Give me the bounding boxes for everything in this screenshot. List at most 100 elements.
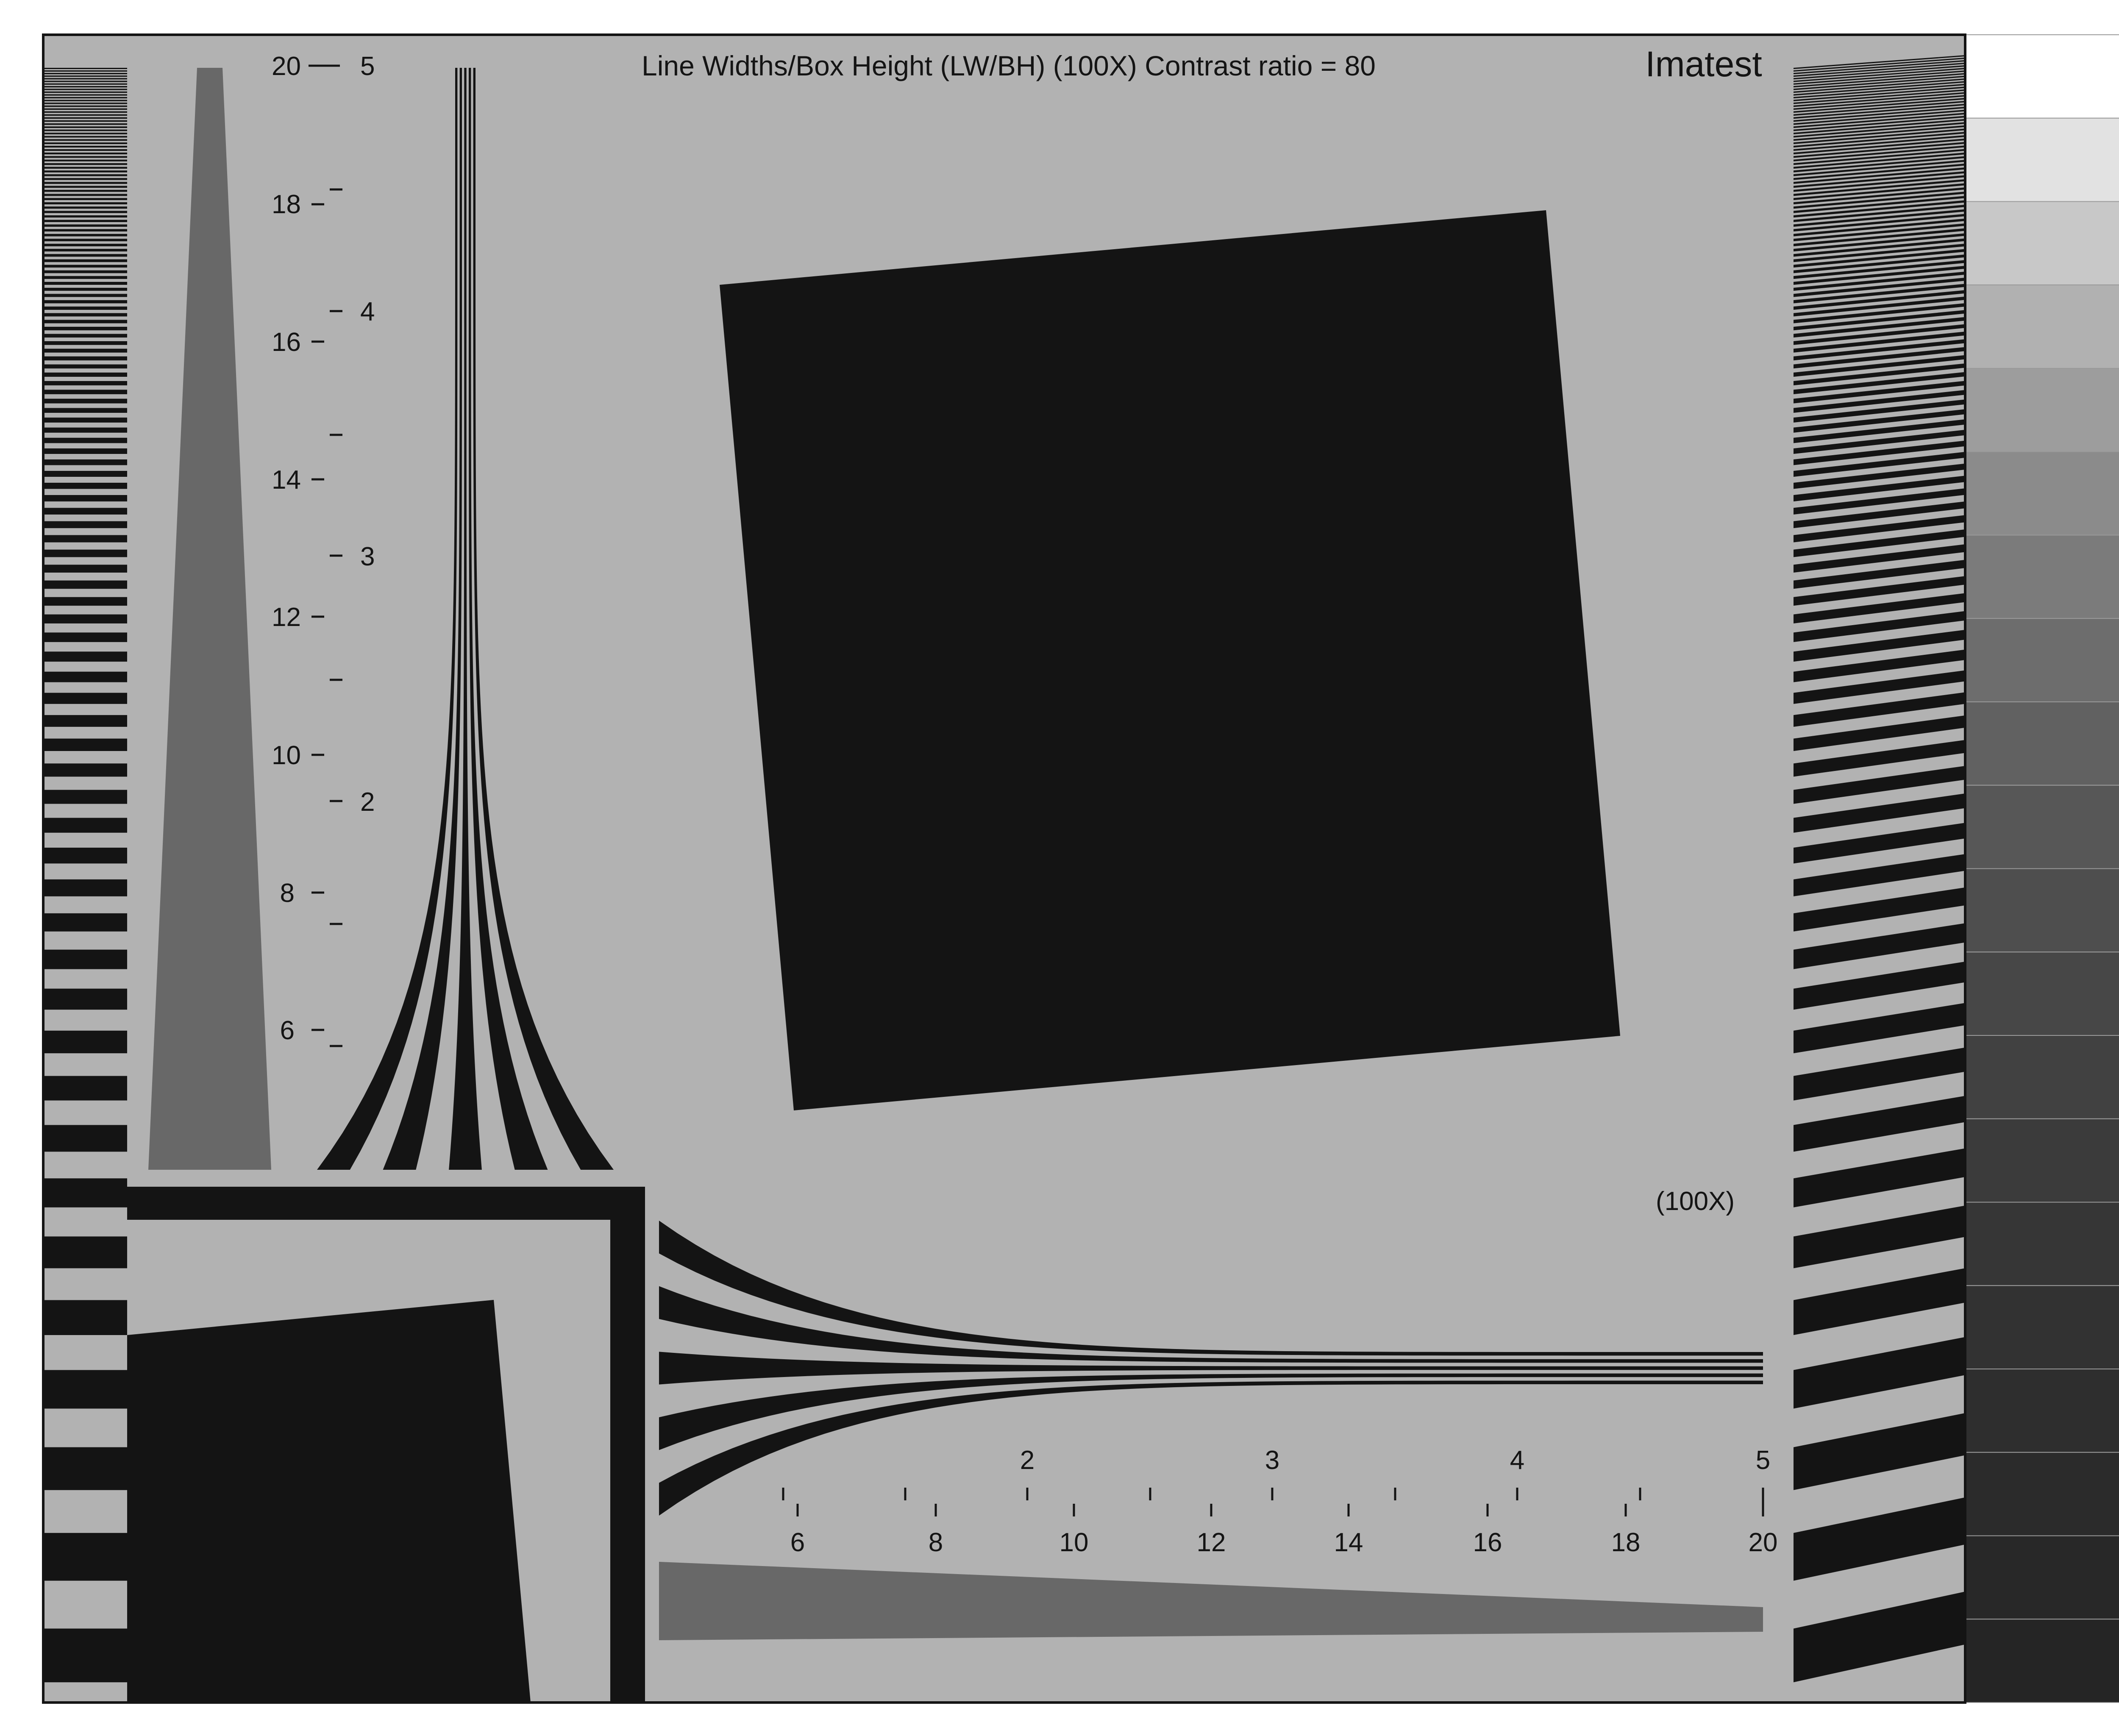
wedge-bar <box>1794 740 1965 777</box>
hscale-top-label: 5 <box>1756 1446 1770 1475</box>
wedge-bar <box>43 194 127 196</box>
wedge-bar <box>43 1300 127 1335</box>
vscale-outer-label: 10 <box>272 741 301 770</box>
wedge-bar <box>1794 70 1965 85</box>
wedge-bar <box>43 215 127 218</box>
wedge-bar <box>43 259 127 262</box>
wedge-bar <box>43 313 127 317</box>
wedge-bar <box>1794 347 1965 369</box>
wedge-bar <box>1794 488 1965 515</box>
wedge-bar <box>1794 145 1965 161</box>
wedge-bar <box>43 348 127 353</box>
wedge-bar <box>1794 243 1965 262</box>
gray-step-strip <box>1965 34 2119 1703</box>
wedge-bar <box>43 535 127 542</box>
wedge-bar <box>43 149 127 151</box>
hscale-top-label: 2 <box>1020 1446 1034 1475</box>
wedge-bar <box>1794 363 1965 386</box>
wedge-bar <box>1794 692 1965 727</box>
wedge-bar <box>43 81 127 82</box>
wedge-bar <box>43 91 127 93</box>
wedge-bar <box>1794 78 1965 93</box>
wedge-bar <box>43 373 127 377</box>
wedge-bar <box>1794 1497 1965 1581</box>
wedge-bar <box>43 565 127 573</box>
wedge-bar <box>1794 187 1965 205</box>
wedge-bar <box>1794 109 1965 125</box>
right-bar-wedge <box>1794 55 1965 1683</box>
wedge-bar <box>1794 60 1965 75</box>
frame-right-bar <box>610 1187 645 1703</box>
wedge-bar <box>1794 214 1965 232</box>
wedge-bar <box>43 111 127 113</box>
brand-label: Imatest <box>1645 44 1762 84</box>
wedge-bar <box>43 879 127 896</box>
wedge-bar <box>1794 249 1965 268</box>
wedge-bar <box>1794 440 1965 465</box>
wedge-bar <box>43 94 127 96</box>
wedge-bar <box>43 189 127 192</box>
gray-step <box>1965 1452 2119 1536</box>
wedge-bar <box>43 341 127 345</box>
hscale-bottom-label: 20 <box>1749 1528 1778 1557</box>
wedge-bar <box>1794 463 1965 489</box>
wedge-bar <box>1794 854 1965 896</box>
wedge-bar <box>43 178 127 180</box>
wedge-bar <box>1794 86 1965 101</box>
wedge-bar <box>1794 167 1965 184</box>
wedge-bar <box>1794 183 1965 200</box>
wedge-bar <box>43 156 127 158</box>
wedge-bar <box>1794 310 1965 331</box>
wedge-bar <box>43 108 127 110</box>
wedge-bar <box>1794 92 1965 107</box>
wedge-bar <box>1794 68 1965 82</box>
wedge-bar <box>1794 152 1965 169</box>
vscale-outer-label: 12 <box>272 603 301 632</box>
scale-note: (100X) <box>1656 1187 1735 1216</box>
wedge-bar <box>43 75 127 77</box>
frame-top-bar <box>127 1187 645 1220</box>
wedge-bar <box>43 294 127 297</box>
wedge-bar <box>43 320 127 323</box>
gray-step <box>1965 368 2119 452</box>
vertical-fine-wedge <box>148 68 271 1170</box>
gray-step <box>1965 951 2119 1036</box>
hscale-bottom-label: 10 <box>1060 1528 1089 1557</box>
wedge-bar <box>1794 175 1965 192</box>
wedge-bar <box>43 211 127 213</box>
wedge-bar <box>1794 142 1965 158</box>
horizontal-scale-ticks <box>782 1488 1764 1516</box>
wedge-bar <box>43 580 127 589</box>
wedge-bar <box>1794 961 1965 1010</box>
wedge-bar <box>43 202 127 205</box>
wedge-bar <box>43 1370 127 1409</box>
wedge-bar <box>43 170 127 172</box>
hscale-bottom-label: 8 <box>929 1528 943 1557</box>
wedge-bar <box>43 1125 127 1152</box>
wedge-bar <box>43 356 127 361</box>
gray-step <box>1965 701 2119 786</box>
hscale-bottom-label: 18 <box>1611 1528 1641 1557</box>
wedge-bar <box>43 364 127 369</box>
wedge-bar <box>43 334 127 338</box>
wedge-bar <box>43 287 127 291</box>
wedge-bar <box>1794 1413 1965 1490</box>
wedge-bar <box>43 437 127 443</box>
vscale-outer-label: 6 <box>280 1016 295 1045</box>
wedge-bar <box>43 448 127 454</box>
wedge-bar <box>1794 1337 1965 1409</box>
wedge-bar <box>43 306 127 310</box>
wedge-bar <box>43 229 127 232</box>
hscale-top-label: 3 <box>1265 1446 1279 1475</box>
wedge-bar <box>43 73 127 75</box>
vscale-outer-label: 20 <box>272 52 301 81</box>
wedge-bar <box>1794 278 1965 297</box>
gray-step <box>1965 117 2119 202</box>
wedge-bar <box>1794 1003 1965 1054</box>
wedge-bar <box>43 693 127 704</box>
wedge-bar <box>1794 476 1965 502</box>
wedge-bar <box>1794 271 1965 291</box>
wedge-bar <box>43 133 127 134</box>
hscale-bottom-label: 12 <box>1197 1528 1226 1557</box>
wedge-bar <box>43 239 127 242</box>
